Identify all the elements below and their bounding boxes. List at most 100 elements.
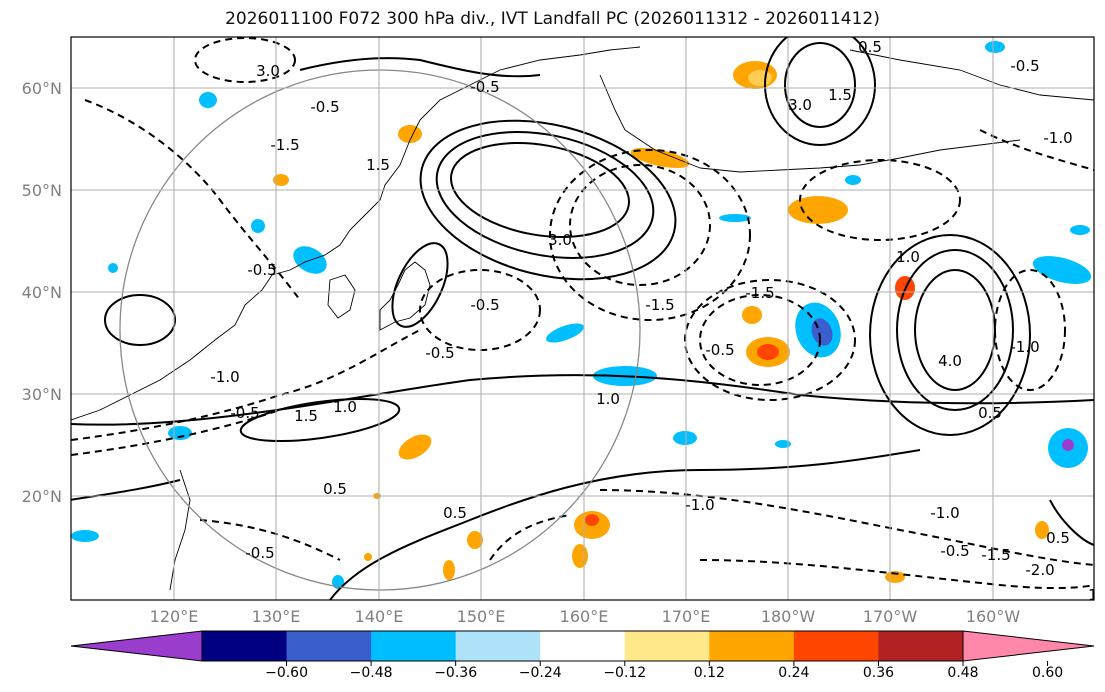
contour-line — [419, 119, 677, 281]
lon-label: 120°E — [150, 607, 199, 626]
lon-label: 150°E — [457, 607, 506, 626]
contour-label: -2.0 — [1025, 561, 1054, 579]
shade-patch — [199, 92, 217, 108]
gridlines — [71, 37, 1094, 600]
divergence-shading — [71, 41, 1092, 589]
shade-patch — [71, 530, 99, 542]
shade-patch — [748, 70, 772, 86]
colorbar-tick-label: 0.12 — [694, 665, 725, 681]
shade-patch — [1070, 225, 1090, 235]
contour-line — [699, 559, 1094, 590]
colorbar-tick-label: 0.36 — [863, 665, 894, 681]
coastline-kamchatka — [599, 74, 701, 169]
contour-line — [1049, 499, 1094, 546]
shade-patch — [719, 214, 751, 222]
contour-line — [71, 409, 281, 456]
contour-line — [684, 279, 856, 401]
contour-label: 1.5 — [294, 407, 318, 425]
shade-patch — [985, 41, 1005, 53]
coastline-aleutians — [699, 139, 1021, 173]
contour-label: -0.5 — [1010, 57, 1039, 75]
contour-line — [71, 329, 421, 441]
colorbar-tick-label: 0.48 — [947, 665, 978, 681]
contour-label: 1.5 — [828, 86, 852, 104]
colorbar-segment — [202, 631, 288, 661]
contour-label: -1.0 — [930, 504, 959, 522]
contour-label: -0.5 — [470, 296, 499, 314]
shade-patch — [585, 514, 599, 526]
colorbar-tick-label: −0.48 — [350, 665, 393, 681]
contour-label: 1.0 — [1088, 586, 1105, 604]
shade-patch — [845, 175, 861, 185]
shade-patch — [364, 553, 372, 561]
colorbar-segment — [286, 631, 372, 661]
contour-line — [784, 42, 856, 128]
contour-label: -0.5 — [940, 542, 969, 560]
coastline-japan — [379, 261, 431, 331]
shade-patch — [273, 174, 289, 186]
shade-patch — [788, 196, 848, 224]
shade-patch — [398, 434, 432, 460]
lat-label: 30°N — [22, 385, 62, 404]
map-title: 2026011100 F072 300 hPa div., IVT Landfa… — [225, 9, 880, 29]
contour-label: -1.5 — [270, 136, 299, 154]
contour-line — [994, 269, 1066, 391]
shade-patch — [757, 344, 779, 360]
contour-label: -1.0 — [210, 368, 239, 386]
contour-line — [419, 269, 541, 351]
colorbar-tick-label: −0.36 — [434, 665, 477, 681]
shade-patch — [251, 219, 265, 233]
contour-line — [569, 164, 711, 286]
contour-line — [799, 159, 961, 241]
colorbar-outline — [201, 630, 964, 662]
contour-label: -1.5 — [645, 296, 674, 314]
colorbar-segment — [624, 631, 710, 661]
contour-line — [391, 242, 449, 328]
contour-line — [194, 37, 296, 83]
contour-label: 3.0 — [256, 62, 280, 80]
contour-label: 1.0 — [896, 248, 920, 266]
colorbar-max-extend — [962, 630, 1095, 662]
radius-circle — [119, 69, 641, 591]
lat-label: 40°N — [22, 283, 62, 302]
contour-line — [764, 37, 876, 146]
contour-label: -0.5 — [310, 98, 339, 116]
latitude-labels: 60°N 50°N 40°N 30°N 20°N — [22, 79, 62, 506]
lat-label: 50°N — [22, 181, 62, 200]
shade-patch — [1062, 439, 1074, 451]
contour-line — [699, 294, 821, 386]
contour-label: -0.5 — [425, 344, 454, 362]
shade-patch — [546, 323, 584, 343]
shade-patch — [1035, 521, 1049, 539]
coastline-taiwan-ph — [169, 469, 191, 591]
contour-label: 4.0 — [938, 352, 962, 370]
contour-label: 0.5 — [978, 404, 1002, 422]
colorbar — [70, 630, 1095, 662]
shade-patch — [630, 147, 690, 169]
contour-label: -1.0 — [1043, 129, 1072, 147]
contour-label: 0.5 — [443, 504, 467, 522]
contour-line — [71, 479, 181, 501]
shade-patch — [673, 431, 697, 445]
shade-patch — [467, 531, 483, 549]
contour-label: -1.5 — [745, 284, 774, 302]
colorbar-segment — [371, 631, 457, 661]
colorbar-tick-label: −0.60 — [265, 665, 308, 681]
contour-label: -0.5 — [470, 78, 499, 96]
contour-label: -1.0 — [1010, 338, 1039, 356]
coastline-asia — [71, 46, 641, 421]
colorbar-tick-label: 0.60 — [1032, 665, 1063, 681]
lon-label: 160°E — [560, 607, 609, 626]
contour-label: -1.5 — [981, 546, 1010, 564]
lon-label: 130°E — [252, 607, 301, 626]
colorbar-segment — [793, 631, 879, 661]
lat-label: 60°N — [22, 79, 62, 98]
contour-label: 3.0 — [788, 96, 812, 114]
shade-patch — [742, 306, 762, 324]
shade-patch — [775, 440, 791, 448]
negative-contours — [71, 37, 1094, 590]
lon-label: 180°W — [761, 607, 816, 626]
contour-line — [914, 269, 996, 391]
coastlines — [71, 46, 1094, 591]
